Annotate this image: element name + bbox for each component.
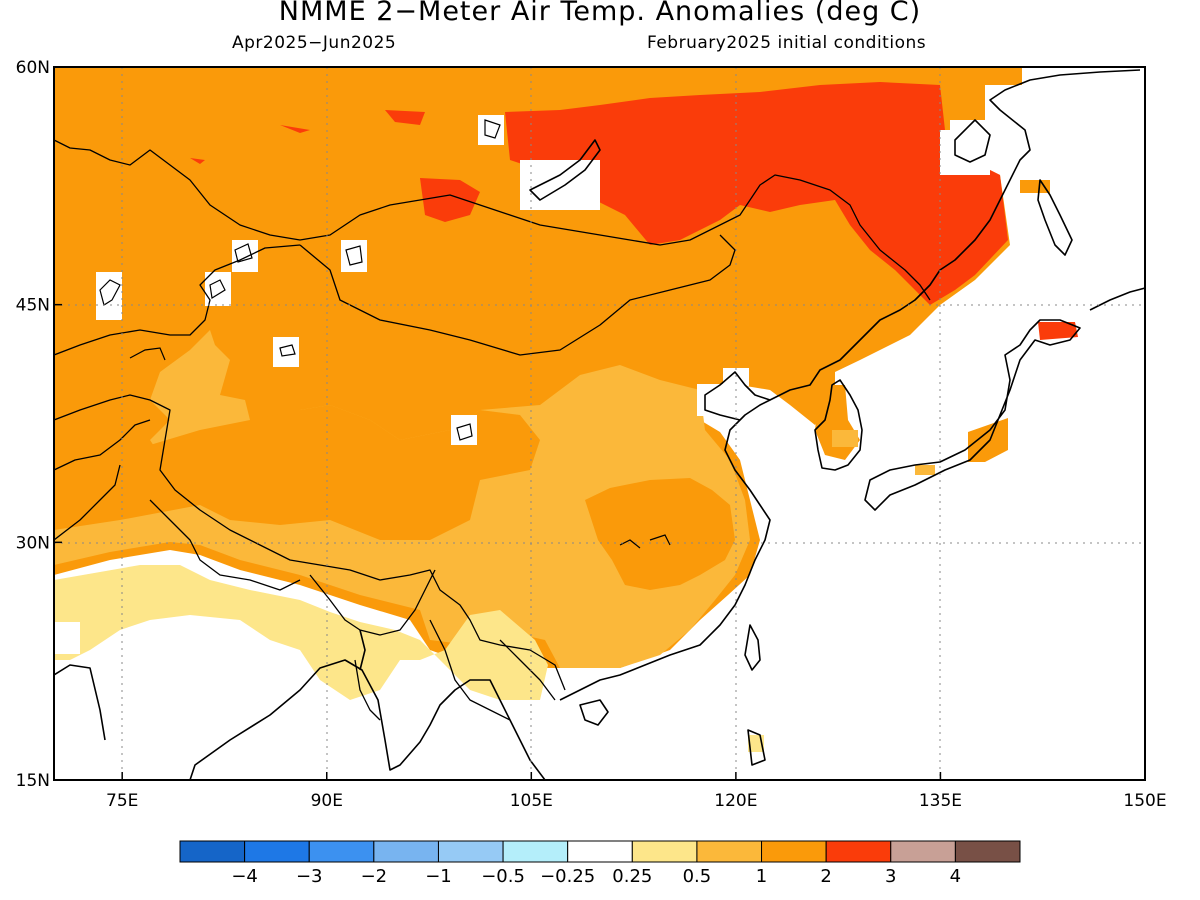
map-frame [53, 66, 1146, 781]
colorbar-label: 3 [885, 866, 896, 887]
colorbar-label: −2 [361, 866, 388, 887]
anomaly-japan-2 [1020, 180, 1050, 193]
anomaly-2-to-3-west [420, 178, 480, 222]
colorbar-swatch [890, 840, 956, 863]
political-boundaries [54, 139, 931, 721]
colorbar-label: 2 [820, 866, 831, 887]
colorbar-label: −4 [231, 866, 258, 887]
anomaly-korea-light [832, 430, 858, 447]
anomaly-1-to-2-tibet [150, 405, 540, 540]
colorbar-swatch [567, 840, 633, 863]
lon-tick-label: 105E [510, 791, 553, 811]
anomaly-2-to-3-region [505, 82, 1008, 305]
colorbar-swatch [179, 840, 246, 863]
colorbar-label: 1 [756, 866, 767, 887]
lakes-and-islands [99, 119, 671, 549]
anomaly-0.25-to-0.5-taiwan [748, 735, 764, 752]
lat-tick-label: 30N [16, 533, 50, 553]
colorbar-swatch [373, 840, 439, 863]
colorbar-swatch [825, 840, 892, 863]
colorbar-swatch [308, 840, 375, 863]
colorbar-label: 4 [950, 866, 961, 887]
colorbar-label: −0.5 [481, 866, 525, 887]
lat-tick-label: 45N [16, 296, 50, 316]
colorbar: −4 −3 −2 −1 −0.5 −0.25 0.25 0.5 1 2 3 4 [179, 840, 1021, 887]
colorbar-label: −0.25 [540, 866, 595, 887]
lon-tick-label: 75E [106, 791, 138, 811]
anomaly-0.25-to-0.5-region [54, 565, 548, 700]
lon-tick-label: 150E [1123, 791, 1166, 811]
lat-tick-label: 15N [16, 771, 50, 791]
colorbar-swatch [244, 840, 310, 863]
colorbar-swatch [437, 840, 504, 863]
lon-tick-label: 135E [919, 791, 962, 811]
anomaly-2-to-3-small-1 [385, 110, 425, 125]
colorbar-swatch [696, 840, 763, 863]
lon-tick-label: 120E [714, 791, 757, 811]
anomaly-1-to-2-inset [585, 478, 735, 590]
initial-conditions: February2025 initial conditions [647, 33, 927, 53]
colorbar-swatch [631, 840, 698, 863]
missing-data-boxes [54, 115, 990, 654]
map-title: NMME 2−Meter Air Temp. Anomalies (deg C) [278, 0, 922, 27]
lon-tick-label: 90E [311, 791, 343, 811]
map-panel [54, 67, 1145, 780]
colorbar-label: 0.25 [612, 866, 652, 887]
lat-tick-label: 60N [16, 58, 50, 78]
colorbar-label: −1 [425, 866, 452, 887]
anomaly-japan-3 [915, 465, 935, 475]
colorbar-swatch [761, 840, 827, 863]
coastlines [54, 69, 1145, 780]
colorbar-swatch [502, 840, 569, 863]
colorbar-label: 0.5 [683, 866, 712, 887]
colorbar-swatch [954, 840, 1021, 863]
anomaly-2-to-3-small-2 [280, 125, 310, 133]
colorbar-label: −3 [296, 866, 323, 887]
forecast-period: Apr2025−Jun2025 [232, 33, 397, 53]
anomaly-2-to-3-small-3 [190, 158, 205, 164]
anomaly-2-to-3-hokkaido [1038, 322, 1078, 340]
map-axes: 75E 90E 105E 120E 135E 150E 60N 45N 30N 15N [16, 58, 1167, 811]
